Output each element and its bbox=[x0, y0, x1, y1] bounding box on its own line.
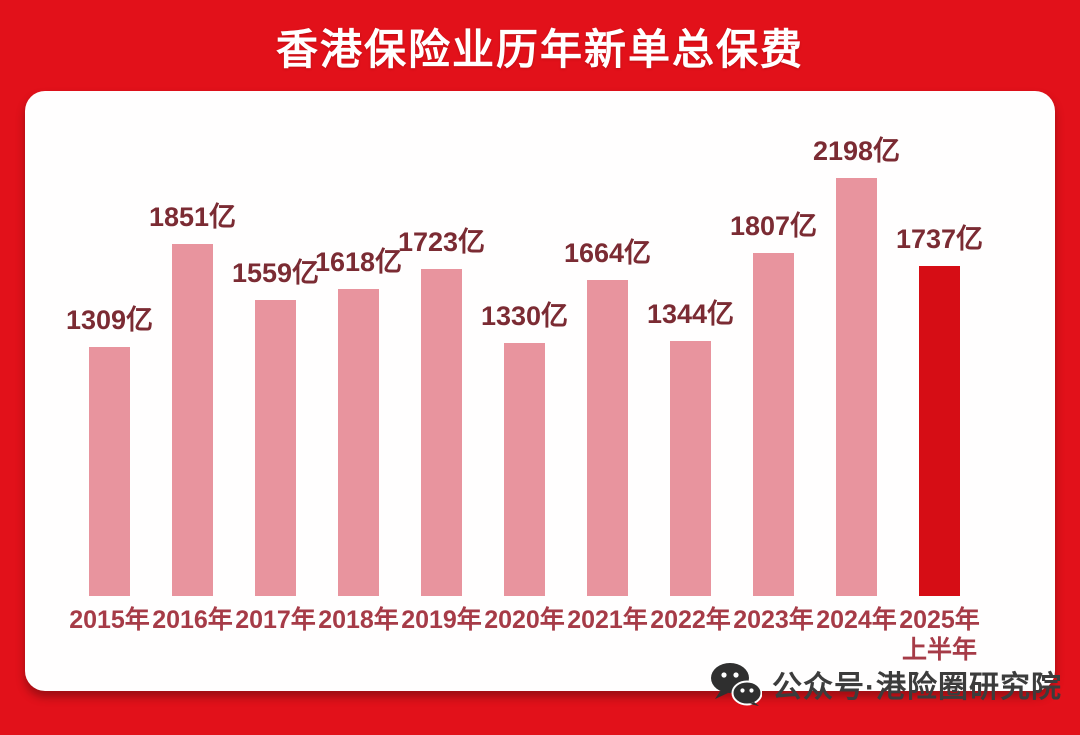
chart-column: 1344亿 bbox=[646, 91, 735, 596]
bar bbox=[255, 300, 296, 596]
x-axis-label: 2017年 bbox=[235, 606, 316, 634]
bar-value-label: 1664亿 bbox=[563, 238, 652, 268]
bar-value-label: 1559亿 bbox=[231, 258, 320, 288]
x-axis-label: 2019年 bbox=[401, 606, 482, 634]
page-title: 香港保险业历年新单总保费 bbox=[275, 25, 804, 73]
bar bbox=[89, 347, 130, 596]
x-axis-label: 2021年 bbox=[567, 606, 648, 634]
bar-value-label: 1330亿 bbox=[480, 301, 569, 331]
bar bbox=[504, 343, 545, 596]
bar bbox=[421, 269, 462, 596]
chart-column: 1330亿 bbox=[480, 91, 569, 596]
x-axis-label: 2016年 bbox=[152, 606, 233, 634]
x-axis-label: 2015年 bbox=[69, 606, 150, 634]
watermark-text: 公众号·港险圈研究院 bbox=[772, 671, 1062, 704]
bar bbox=[338, 289, 379, 596]
chart-column: 1559亿 bbox=[231, 91, 320, 596]
x-axis-label: 2023年 bbox=[733, 606, 814, 634]
bar-value-label: 1851亿 bbox=[148, 202, 237, 232]
chart-column: 1618亿 bbox=[314, 91, 403, 596]
bar bbox=[753, 253, 794, 596]
x-axis-label: 2025年 上半年 bbox=[899, 606, 980, 664]
x-axis-label: 2020年 bbox=[484, 606, 565, 634]
bar-value-label: 1618亿 bbox=[314, 247, 403, 277]
x-axis-label: 2024年 bbox=[816, 606, 897, 634]
bar bbox=[919, 266, 960, 596]
x-axis-label: 2022年 bbox=[650, 606, 731, 634]
x-axis-label: 2018年 bbox=[318, 606, 399, 634]
chart-column: 1664亿 bbox=[563, 91, 652, 596]
chart-column: 1309亿 bbox=[65, 91, 154, 596]
bar bbox=[836, 178, 877, 596]
watermark: 公众号·港险圈研究院 bbox=[710, 662, 1062, 706]
bar-value-label: 1737亿 bbox=[895, 224, 984, 254]
wechat-icon bbox=[711, 663, 762, 706]
bar bbox=[587, 280, 628, 596]
chart-column: 1807亿 bbox=[729, 91, 818, 596]
bar-value-label: 2198亿 bbox=[812, 136, 901, 166]
bar-value-label: 1723亿 bbox=[397, 227, 486, 257]
bar bbox=[172, 244, 213, 596]
bar bbox=[670, 341, 711, 596]
chart-column: 1723亿 bbox=[397, 91, 486, 596]
bar-value-label: 1807亿 bbox=[729, 211, 818, 241]
plot-area: 1309亿 1851亿 1559亿 1618亿 1723亿 1330亿 1664亿 1344亿… bbox=[65, 91, 984, 596]
chart-card: 1309亿 1851亿 1559亿 1618亿 1723亿 1330亿 1664亿 1344亿… bbox=[25, 91, 1055, 691]
chart-column: 1851亿 bbox=[148, 91, 237, 596]
bar-value-label: 1344亿 bbox=[646, 299, 735, 329]
chart-column: 2198亿 bbox=[812, 91, 901, 596]
chart-column: 1737亿 bbox=[895, 91, 984, 596]
x-axis-labels: 2015年 2016年 2017年 2018年 2019年 2020年 2021年 2022年… bbox=[68, 605, 981, 665]
bar-value-label: 1309亿 bbox=[65, 305, 154, 335]
